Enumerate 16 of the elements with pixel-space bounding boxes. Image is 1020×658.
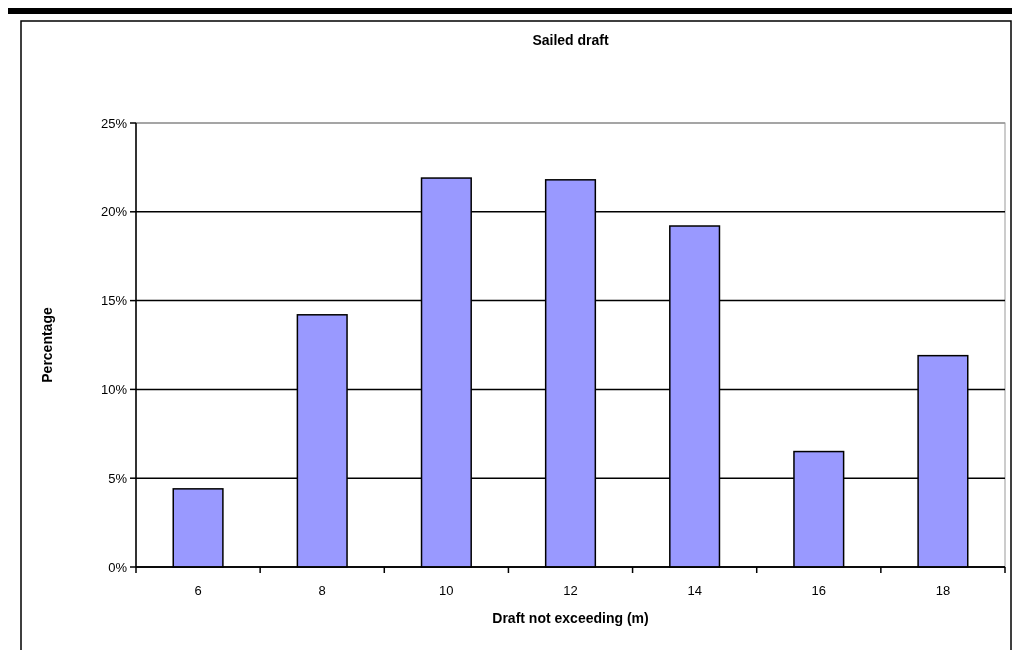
y-tick-label: 15% bbox=[100, 293, 128, 309]
y-tick-label: 10% bbox=[100, 381, 128, 397]
y-tick-label: 0% bbox=[108, 559, 128, 575]
y-tick-label: 20% bbox=[100, 204, 128, 220]
x-tick-label: 18 bbox=[935, 583, 951, 598]
y-tick-label: 5% bbox=[108, 470, 128, 486]
x-tick-label: 6 bbox=[194, 583, 202, 598]
chart-title: Sailed draft bbox=[532, 32, 609, 48]
x-tick-label: 8 bbox=[318, 583, 326, 598]
x-axis-title: Draft not exceeding (m) bbox=[492, 610, 649, 626]
x-tick-label: 10 bbox=[439, 583, 454, 598]
x-tick-label: 16 bbox=[811, 583, 827, 598]
y-axis-title: Percentage bbox=[39, 307, 55, 383]
x-tick-label: 14 bbox=[687, 583, 702, 598]
x-tick-label: 12 bbox=[563, 583, 578, 598]
y-tick-label: 25% bbox=[100, 115, 128, 131]
